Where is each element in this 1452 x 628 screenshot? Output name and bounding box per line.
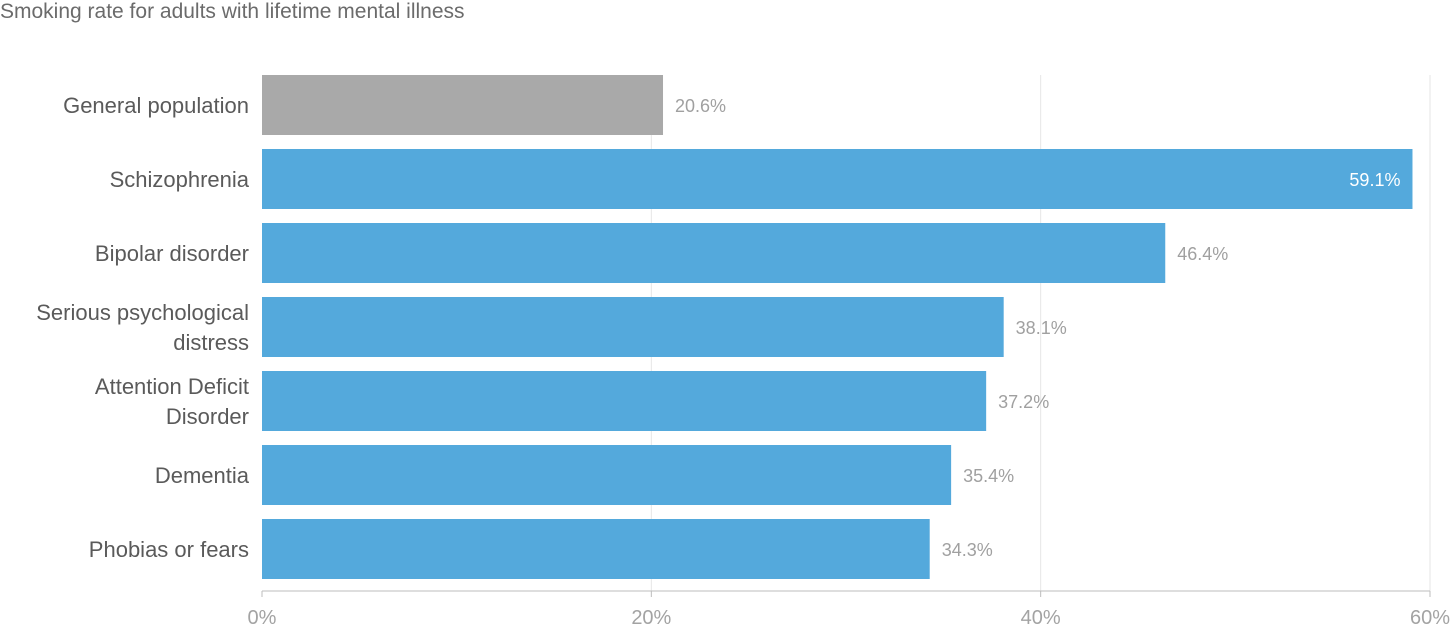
value-label: 35.4% bbox=[963, 466, 1014, 486]
value-label: 34.3% bbox=[942, 540, 993, 560]
value-label: 59.1% bbox=[1349, 170, 1400, 190]
x-tick-label: 0% bbox=[248, 607, 277, 628]
value-label: 20.6% bbox=[675, 96, 726, 116]
bar bbox=[262, 75, 664, 135]
category-labels: General population Schizophrenia Bipolar d… bbox=[36, 93, 250, 562]
chart-title: Smoking rate for adults with lifetime me… bbox=[0, 0, 465, 23]
bar bbox=[262, 519, 930, 579]
bars bbox=[262, 75, 1413, 579]
category-label: Bipolar disorder bbox=[95, 241, 249, 266]
category-label: Attention Deficit Disorder bbox=[95, 374, 249, 429]
value-labels: 20.6% 59.1% 46.4% 38.1% 37.2% 35.4% 34.3% bbox=[675, 96, 1400, 560]
category-label: Schizophrenia bbox=[110, 167, 250, 192]
x-axis: 0% 20% 40% 60% bbox=[248, 590, 1450, 628]
x-tick-label: 40% bbox=[1021, 607, 1061, 628]
value-label: 38.1% bbox=[1016, 318, 1067, 338]
bar bbox=[262, 297, 1004, 357]
bar bbox=[262, 445, 952, 505]
category-label: Phobias or fears bbox=[89, 537, 249, 562]
value-label: 46.4% bbox=[1177, 244, 1228, 264]
category-label: General population bbox=[63, 93, 249, 118]
bar bbox=[262, 149, 1413, 209]
category-label: Dementia bbox=[155, 463, 250, 488]
category-label: Serious psychological distress bbox=[36, 300, 249, 355]
bar bbox=[262, 371, 987, 431]
bar bbox=[262, 223, 1166, 283]
x-tick-label: 60% bbox=[1410, 607, 1450, 628]
x-tick-label: 20% bbox=[631, 607, 671, 628]
value-label: 37.2% bbox=[998, 392, 1049, 412]
